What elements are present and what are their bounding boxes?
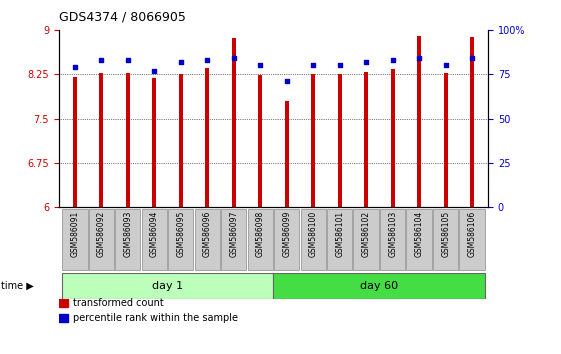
Bar [390,69,395,207]
Text: GSM586106: GSM586106 [468,211,477,257]
Point [388,57,397,63]
Text: GSM586103: GSM586103 [388,211,397,257]
Bar [258,75,262,207]
FancyBboxPatch shape [247,210,273,270]
FancyBboxPatch shape [221,210,246,270]
FancyBboxPatch shape [433,210,458,270]
Text: percentile rank within the sample: percentile rank within the sample [72,313,238,323]
Text: GSM586099: GSM586099 [282,211,291,257]
Text: GSM586093: GSM586093 [123,211,132,257]
Point [256,63,265,68]
Bar [232,38,236,207]
Point [150,68,159,74]
Bar [59,314,68,322]
Text: GSM586091: GSM586091 [70,211,79,257]
Text: GSM586101: GSM586101 [335,211,344,257]
Bar [205,68,209,207]
Point [362,59,371,65]
Text: time ▶: time ▶ [1,281,34,291]
Point [123,57,132,63]
Point [176,59,185,65]
Text: GSM586097: GSM586097 [229,211,238,257]
FancyBboxPatch shape [89,210,114,270]
FancyBboxPatch shape [407,210,432,270]
Bar [179,74,183,207]
FancyBboxPatch shape [115,210,140,270]
FancyBboxPatch shape [380,210,406,270]
Text: GSM586092: GSM586092 [97,211,106,257]
Text: GSM586105: GSM586105 [441,211,450,257]
Text: GSM586104: GSM586104 [415,211,424,257]
Text: GSM586102: GSM586102 [362,211,371,257]
Bar [470,37,474,207]
Point [441,63,450,68]
Bar [417,36,421,207]
Point [335,63,344,68]
FancyBboxPatch shape [141,210,167,270]
Text: day 60: day 60 [360,281,398,291]
Text: transformed count: transformed count [72,298,163,308]
Text: day 1: day 1 [152,281,183,291]
Point [415,56,424,61]
FancyBboxPatch shape [274,273,485,299]
Point [97,57,106,63]
FancyBboxPatch shape [168,210,194,270]
Text: GSM586100: GSM586100 [309,211,318,257]
Bar [59,299,68,307]
FancyBboxPatch shape [195,210,220,270]
Point [468,56,477,61]
Bar [99,73,103,207]
Bar [364,72,368,207]
FancyBboxPatch shape [62,210,88,270]
Bar [444,73,448,207]
Bar [73,77,77,207]
Point [309,63,318,68]
Text: GSM586094: GSM586094 [150,211,159,257]
Bar [338,74,342,207]
FancyBboxPatch shape [274,210,300,270]
Bar [311,74,315,207]
Point [282,79,291,84]
Point [203,57,211,63]
FancyBboxPatch shape [327,210,352,270]
Bar [126,73,130,207]
Point [229,56,238,61]
FancyBboxPatch shape [459,210,485,270]
FancyBboxPatch shape [301,210,326,270]
Bar [285,101,289,207]
Text: GSM586095: GSM586095 [176,211,185,257]
Text: GDS4374 / 8066905: GDS4374 / 8066905 [59,11,186,24]
Text: GSM586096: GSM586096 [203,211,211,257]
FancyBboxPatch shape [353,210,379,270]
Bar [152,79,157,207]
FancyBboxPatch shape [62,273,274,299]
Point [70,64,79,70]
Text: GSM586098: GSM586098 [256,211,265,257]
